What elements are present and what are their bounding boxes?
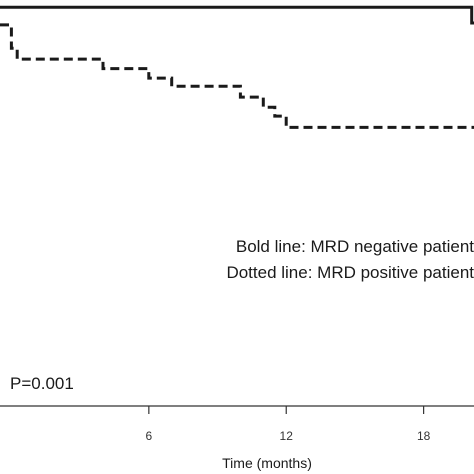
p-value-annotation: P=0.001 [10, 374, 74, 393]
series-line-mrd-positive [0, 23, 474, 129]
x-axis-ticks: 6 12 18 [145, 406, 431, 443]
legend-entry-mrd-positive: Dotted line: MRD positive patient [226, 263, 474, 282]
x-tick-label: 6 [145, 429, 152, 443]
series-line-mrd-negative [0, 5, 474, 25]
legend-entry-mrd-negative: Bold line: MRD negative patient [236, 237, 474, 256]
x-tick-label: 18 [417, 429, 431, 443]
plot-area [0, 5, 474, 407]
x-tick-label: 12 [280, 429, 294, 443]
x-axis-label: Time (months) [222, 455, 312, 471]
